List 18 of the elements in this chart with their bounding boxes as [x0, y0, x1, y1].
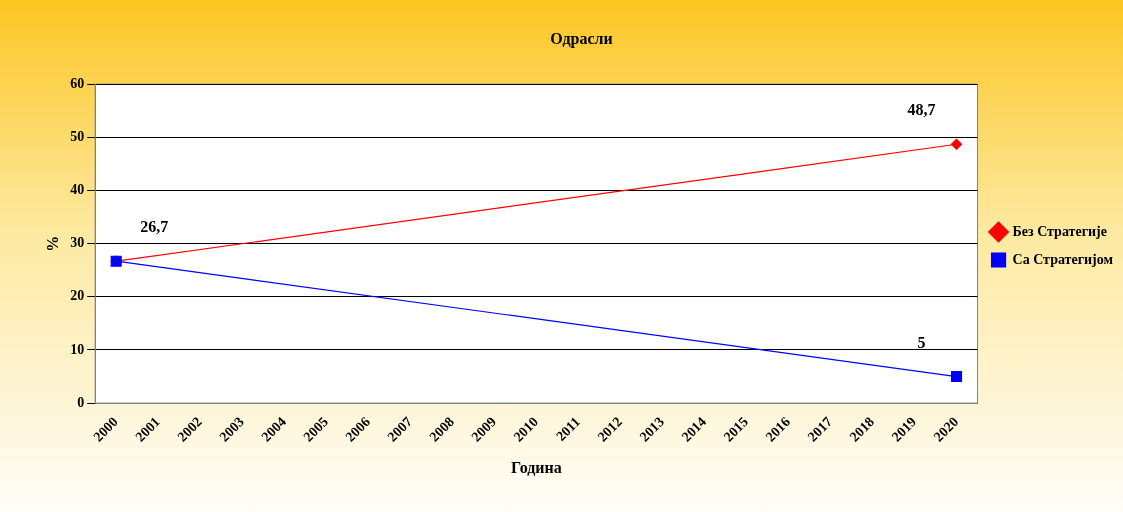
- point: [950, 138, 963, 150]
- y-tick-label: 50: [70, 128, 85, 144]
- data-label: 26,7: [140, 218, 169, 236]
- y-tick-label: 40: [70, 182, 85, 198]
- y-tick-label: 30: [70, 235, 85, 251]
- y-tick-label: 20: [70, 288, 85, 304]
- y-tick-label: 0: [77, 394, 85, 410]
- x-axis-title: Година: [510, 458, 562, 476]
- legend-label: Без Стратегије: [1012, 223, 1107, 239]
- y-axis-title: %: [43, 235, 61, 252]
- data-label: 48,7: [907, 101, 936, 119]
- x-tick-label: 2011: [553, 414, 584, 444]
- point: [950, 371, 963, 383]
- legend-label: Са Стратегијом: [1012, 251, 1114, 267]
- data-label: 5: [917, 333, 926, 351]
- y-tick-label: 10: [70, 341, 85, 357]
- chart-title: Одрасли: [550, 29, 613, 48]
- y-tick-label: 60: [70, 75, 85, 91]
